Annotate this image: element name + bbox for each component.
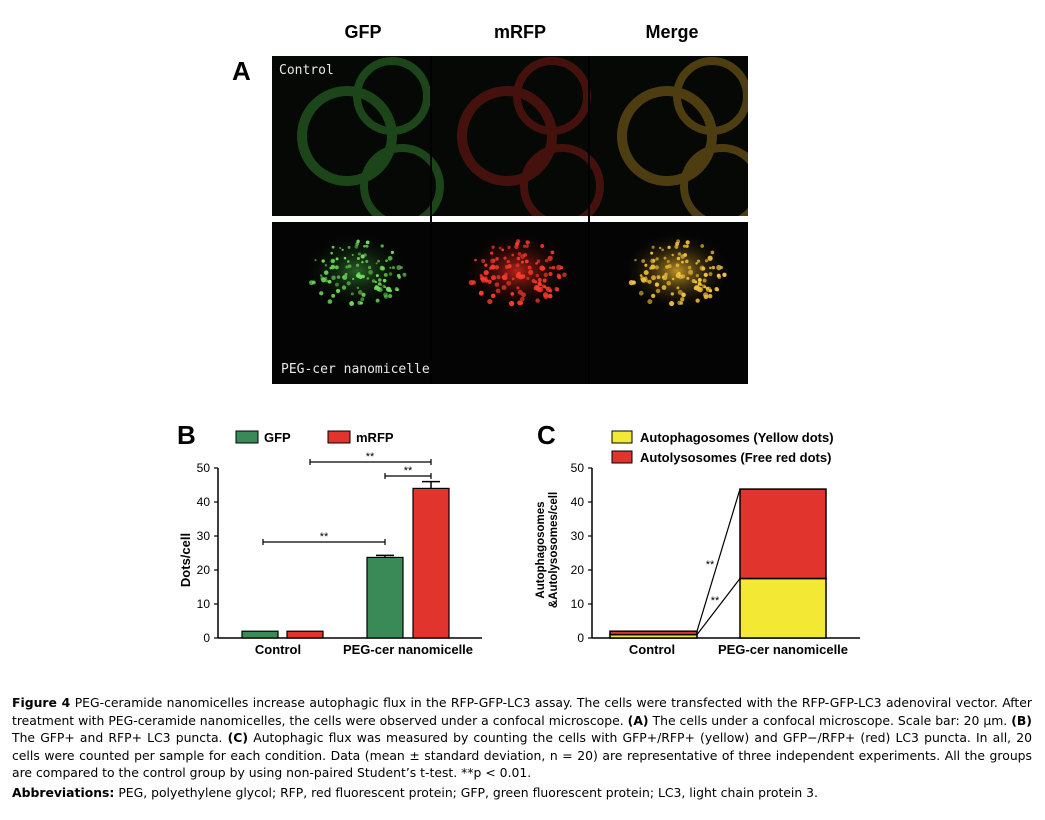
chart-c-ytick-label: 0 <box>577 631 584 645</box>
chart-b-ytick-label: 10 <box>197 597 211 611</box>
chart-c-sig-1: ** <box>706 559 715 571</box>
caption-b-text: The GFP+ and RFP+ LC3 puncta. <box>12 730 223 745</box>
legend-b-mrfp-swatch <box>327 430 351 444</box>
chart-c: Autophagosomes (Yellow dots) Autolysosom… <box>535 430 860 657</box>
chart-c-xtick-pegcer: PEG-cer nanomicelle <box>718 642 848 657</box>
caption-b-label: (B) <box>1011 712 1032 728</box>
chart-c-bar-segment <box>739 577 827 639</box>
chart-b-sig-1: ** <box>320 531 329 543</box>
legend-c-yellow-label: Autophagosomes (Yellow dots) <box>640 430 834 445</box>
abbreviations-label: Abbreviations: <box>12 785 115 800</box>
legend-b-gfp-label: GFP <box>264 430 291 445</box>
chart-c-sig-2: ** <box>711 595 720 607</box>
figure-label: Figure 4 <box>12 695 71 710</box>
chart-b-xtick-pegcer: PEG-cer nanomicelle <box>343 642 473 657</box>
chart-b-ytick-label: 50 <box>197 461 211 475</box>
chart-b-bar <box>366 556 404 639</box>
chart-c-connector <box>696 488 741 632</box>
caption-a-label: (A) <box>627 712 649 728</box>
caption-a-text: The cells under a confocal microscope. S… <box>652 712 1008 728</box>
chart-c-bar-segment <box>609 630 698 636</box>
chart-c-ytick-label: 40 <box>571 495 585 509</box>
column-header-merge: Merge <box>645 22 699 42</box>
caption-c-label: (C) <box>227 730 249 745</box>
micrograph-panel: Control PEG-cer nanomicelle <box>272 56 748 384</box>
row-label-peg-cer: PEG-cer nanomicelle <box>281 362 430 377</box>
chart-c-ytick-label: 30 <box>571 529 585 543</box>
column-header-gfp: GFP <box>344 22 382 42</box>
caption-c-text: Autophagic flux was measured by counting… <box>12 730 1032 780</box>
panel-b-letter: B <box>177 420 196 450</box>
chart-b-bar <box>412 487 450 639</box>
chart-b-sig-brackets <box>262 459 432 545</box>
micrograph-image <box>272 56 748 384</box>
chart-c-ytick-label: 10 <box>571 597 585 611</box>
chart-b-bar <box>286 630 324 639</box>
chart-c-bar-segment <box>739 488 827 580</box>
chart-c-ylabel-1: Autophagosomes <box>535 501 547 598</box>
chart-b-ytick-label: 0 <box>203 631 210 645</box>
abbreviations: Abbreviations: PEG, polyethylene glycol;… <box>12 784 1032 801</box>
caption-text: PEG-ceramide nanomicelles increase autop… <box>12 695 1032 728</box>
chart-b-ylabel: Dots/cell <box>178 533 193 587</box>
legend-b-gfp-swatch <box>235 430 259 444</box>
chart-b-bar <box>241 630 279 639</box>
abbreviations-text: PEG, polyethylene glycol; RFP, red fluor… <box>118 785 818 800</box>
figure-caption: Figure 4 PEG-ceramide nanomicelles incre… <box>12 694 1032 782</box>
chart-b-ytick-label: 20 <box>197 563 211 577</box>
chart-b-sig-3: ** <box>366 451 375 463</box>
chart-b-ytick-label: 40 <box>197 495 211 509</box>
chart-c-connector <box>696 578 741 635</box>
legend-c-red-label: Autolysosomes (Free red dots) <box>640 450 831 465</box>
chart-c-xtick-control: Control <box>629 642 675 657</box>
chart-c-ytick-label: 50 <box>571 461 585 475</box>
legend-c-red-swatch <box>611 450 633 464</box>
legend-c-yellow-swatch <box>611 430 633 444</box>
panel-c-letter: C <box>537 420 556 450</box>
column-header-mrfp: mRFP <box>493 22 546 42</box>
chart-c-ytick-label: 20 <box>571 563 585 577</box>
chart-b-sig-2: ** <box>404 465 413 477</box>
chart-b-xtick-control: Control <box>255 642 301 657</box>
row-label-control: Control <box>279 63 334 78</box>
chart-c-ylabel-2: &Autolysosomes/cell <box>548 492 560 608</box>
chart-b-ytick-label: 30 <box>197 529 211 543</box>
legend-b-mrfp-label: mRFP <box>356 430 394 445</box>
panel-a-letter: A <box>232 56 251 86</box>
